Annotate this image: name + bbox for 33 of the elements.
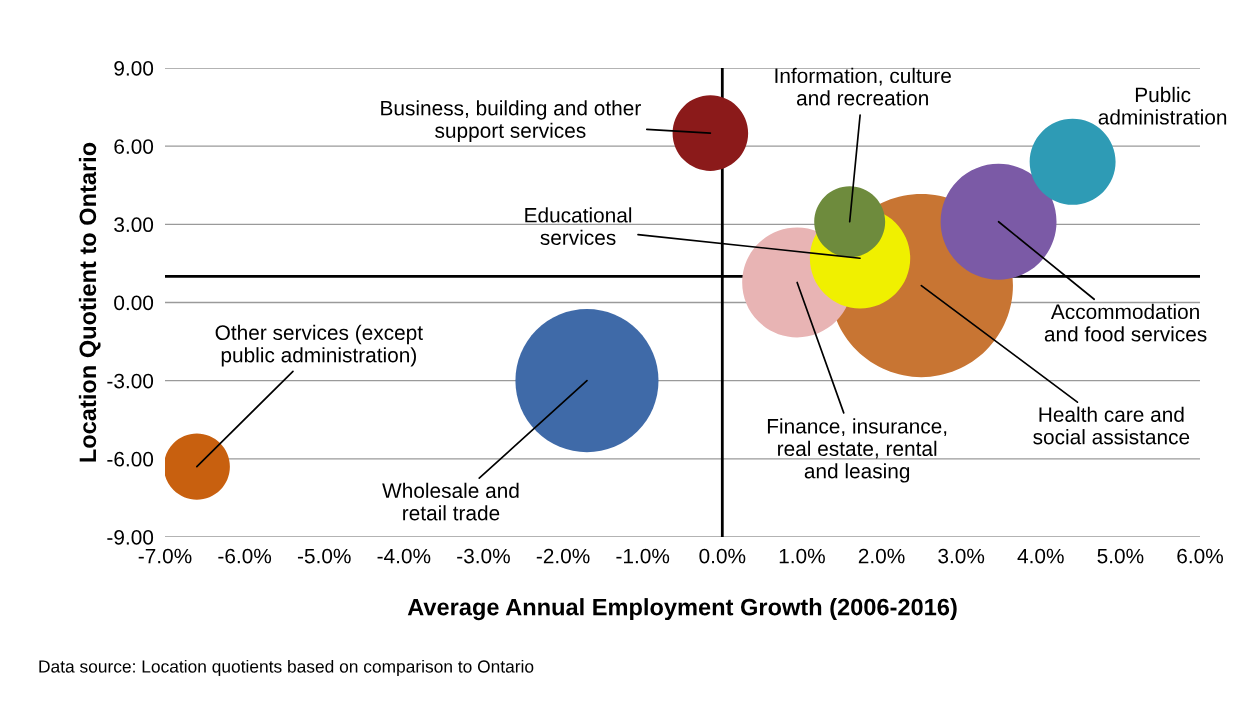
y-axis-title: Location Quotient to Ontario — [78, 142, 101, 462]
x-tick-label: -1.0% — [616, 548, 670, 564]
text: Information, culture and recreation — [775, 67, 951, 106]
text: Wholesale and retail trade — [382, 482, 519, 521]
y-tick-label: 0.00 — [114, 295, 154, 311]
source-note: Data source: Location quotients based on comparison to Ontario — [39, 659, 534, 677]
series-label: Accommodation and food services — [1044, 303, 1207, 342]
x-tick-label: 2.0% — [858, 548, 905, 564]
x-tick-label: 6.0% — [1177, 548, 1223, 564]
text: Health care and social assistance — [1033, 406, 1190, 445]
x-tick-label: 1.0% — [779, 548, 825, 564]
x-axis-title: Average Annual Employment Growth (2006-2016) — [407, 598, 957, 621]
y-tick-label: 3.00 — [114, 217, 154, 233]
y-tick-label: -9.00 — [107, 530, 154, 545]
x-tick-label: 5.0% — [1097, 548, 1144, 564]
series-label: Public administration — [1098, 86, 1227, 125]
series-label: Business, building and other support services — [381, 100, 641, 143]
x-tick-label: 0.0% — [699, 548, 746, 564]
y-tick-label: -6.00 — [107, 451, 154, 467]
x-tick-label: -7.0% — [138, 548, 192, 564]
y-tick-label: -3.00 — [107, 373, 154, 389]
text: Educational services — [525, 207, 632, 246]
x-tick-label: 3.0% — [938, 548, 985, 564]
text: Finance, insurance, real estate, rental and leasing — [767, 418, 947, 483]
y-tick-label: 9.00 — [114, 61, 154, 76]
text: Other services (except public administration) — [215, 324, 423, 367]
x-tick-label: -3.0% — [457, 548, 510, 564]
x-tick-label: -5.0% — [297, 548, 351, 564]
y-tick-label: 6.00 — [114, 139, 154, 154]
x-tick-label: -6.0% — [218, 548, 272, 564]
x-tick-label: -2.0% — [536, 548, 590, 564]
x-tick-label: 4.0% — [1017, 548, 1064, 564]
x-tick-label: -4.0% — [377, 548, 431, 564]
